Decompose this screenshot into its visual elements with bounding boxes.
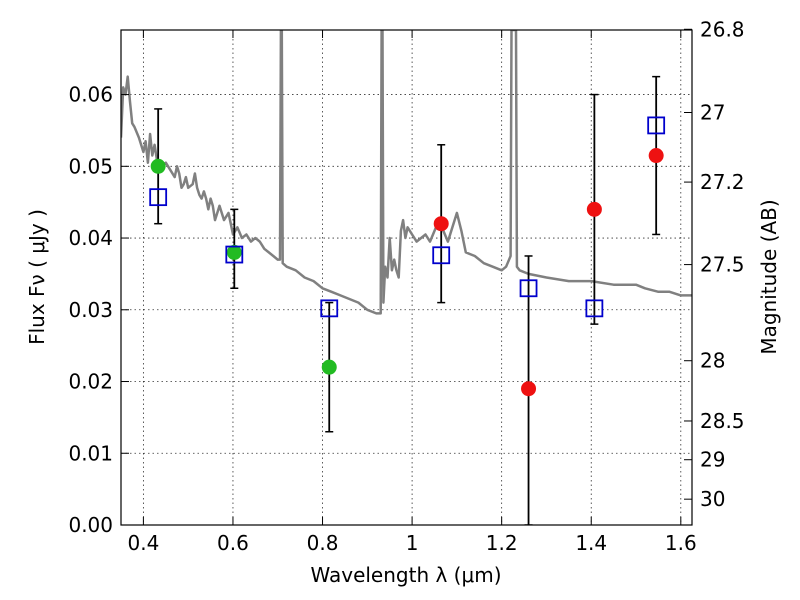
y2-axis-label: Magnitude (AB) [757, 199, 781, 354]
y2-tick-label: 27.5 [700, 253, 745, 277]
observed-point [648, 148, 664, 164]
y-tick-label: 0.03 [68, 298, 113, 322]
y2-tick-label: 26.8 [700, 17, 745, 41]
model-point [225, 245, 244, 264]
ticks [121, 28, 692, 526]
observed-point [586, 201, 602, 217]
x-tick-label: 0.6 [217, 531, 249, 555]
y-tick-label: 0.01 [68, 441, 113, 465]
x-axis-label: Wavelength λ (μm) [310, 563, 501, 587]
model-point [320, 299, 339, 318]
observed-point [150, 158, 166, 174]
observed-points [150, 148, 664, 397]
x-tick-labels: 0.4 0.6 0.8 1 1.2 1.4 1.6 [127, 531, 696, 555]
model-photometry-points [149, 116, 666, 318]
model-sed-line [121, 30, 692, 315]
model-point [647, 116, 666, 135]
x-tick-label: 1.4 [575, 531, 607, 555]
model-point [432, 246, 451, 265]
plot-background [121, 30, 692, 525]
model-sed-layer [121, 30, 692, 315]
observed-point [521, 381, 537, 397]
y-axis-label: Flux Fν ( μJy ) [25, 209, 49, 345]
observed-point [226, 244, 242, 260]
y-tick-labels: 0.00 0.01 0.02 0.03 0.04 0.05 0.06 [68, 83, 113, 537]
y2-tick-label: 28.5 [700, 409, 745, 433]
model-point [585, 299, 604, 318]
y2-tick-label: 29 [700, 448, 725, 472]
y-tick-label: 0.05 [68, 154, 113, 178]
x-tick-label: 1.2 [486, 531, 518, 555]
x-tick-label: 0.8 [307, 531, 339, 555]
x-tick-label: 1 [406, 531, 419, 555]
y-tick-label: 0.04 [68, 226, 113, 250]
observed-point [321, 359, 337, 375]
y-tick-label: 0.06 [68, 83, 113, 107]
y2-tick-label: 27.2 [700, 170, 745, 194]
model-point [519, 279, 538, 298]
x-tick-label: 0.4 [127, 531, 159, 555]
model-point [149, 188, 168, 207]
grid [121, 30, 692, 526]
y-tick-label: 0.00 [68, 513, 113, 537]
y2-tick-labels: 26.8 27 27.2 27.5 28 28.5 29 30 [700, 17, 745, 511]
y2-tick-label: 27 [700, 101, 725, 125]
y2-tick-label: 30 [700, 487, 725, 511]
plot-frame [120, 29, 693, 526]
y2-tick-label: 28 [700, 349, 725, 373]
y-tick-label: 0.02 [68, 370, 113, 394]
x-tick-label: 1.6 [665, 531, 697, 555]
observed-point [433, 216, 449, 232]
